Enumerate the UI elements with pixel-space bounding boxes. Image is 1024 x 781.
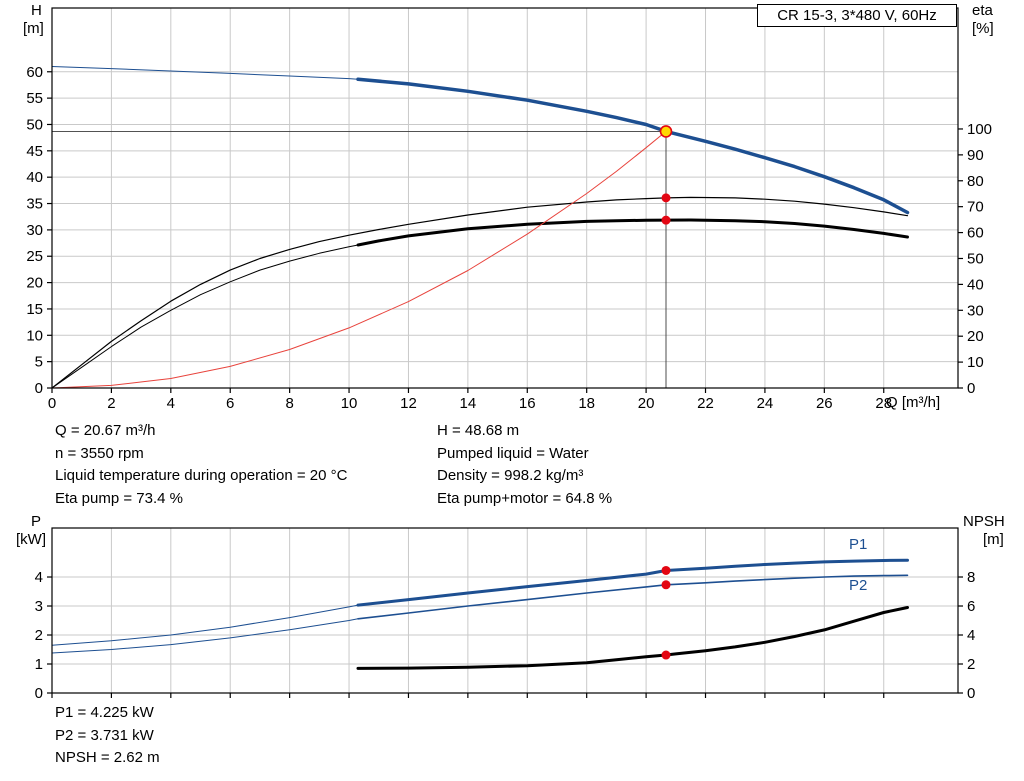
power-npsh-chart: 0 1 2 3 4 0 2 4 6 8 [35, 527, 975, 702]
h-axis-unit: [m] [23, 20, 44, 37]
tick-label: 5 [35, 354, 43, 371]
info-liquid: Pumped liquid = Water [437, 444, 589, 462]
info-temperature: Liquid temperature during operation = 20… [55, 467, 348, 484]
series-p2-extension [51, 618, 359, 654]
tick-label: 15 [26, 301, 43, 318]
series-eta-pump-motor-curve [356, 218, 909, 247]
tick-label: 60 [967, 225, 984, 242]
tick-label: 20 [26, 275, 43, 292]
tick-label: 28 [875, 395, 892, 412]
series-p2-curve [357, 574, 909, 620]
duty-point-marker [659, 125, 673, 138]
series-eta-pump-motor-extension [51, 244, 359, 389]
tick-label: 30 [967, 302, 984, 319]
tick-label: 8 [285, 395, 293, 412]
tick-label: 12 [400, 395, 417, 412]
info-p1: P1 = 4.225 kW [55, 704, 154, 721]
p-axis-unit: [kW] [16, 531, 46, 548]
duty-info-left-column: Q = 20.67 m³/h n = 3550 rpm Liquid tempe… [55, 420, 347, 510]
p1-curve-label: P1 [849, 536, 868, 553]
tick-label: 100 [967, 121, 992, 138]
info-speed: n = 3550 rpm [55, 444, 144, 462]
tick-label: 20 [638, 395, 655, 412]
tick-label: 4 [35, 569, 43, 586]
plot-frame [51, 7, 959, 389]
series-p1-extension [51, 604, 359, 646]
p-axis-symbol: P [31, 513, 42, 530]
tick-label: 2 [967, 656, 975, 673]
pump-model-label: CR 15-3, 3*480 V, 60Hz [757, 4, 957, 27]
tick-label: 10 [341, 395, 358, 412]
tick-label: 4 [967, 627, 975, 644]
tick-label: 2 [107, 395, 115, 412]
npsh-axis-unit: [m] [983, 531, 1004, 548]
tick-label: 18 [578, 395, 595, 412]
tick-label: 90 [967, 147, 984, 164]
series-p1-curve [356, 558, 909, 607]
tick-label: 1 [35, 656, 43, 673]
value-marker [661, 565, 671, 575]
tick-label: 6 [967, 598, 975, 615]
power-info-column: P1 = 4.225 kW P2 = 3.731 kW NPSH = 2.62 … [55, 702, 160, 770]
tick-label: 30 [26, 222, 43, 239]
tick-label: 80 [967, 173, 984, 190]
info-head: H = 48.68 m [437, 422, 520, 439]
tick-label: 16 [519, 395, 536, 412]
tick-label: 45 [26, 143, 43, 160]
eta-axis-unit: [%] [972, 20, 994, 37]
tick-label: 50 [967, 250, 984, 267]
tick-label: 0 [35, 685, 43, 702]
tick-label: 24 [757, 395, 774, 412]
tick-label: 8 [967, 569, 975, 586]
info-npsh: NPSH = 2.62 m [55, 749, 160, 766]
series-h-curve [356, 77, 910, 215]
q-axis-label: Q [m³/h] [886, 394, 941, 411]
tick-label: 0 [35, 380, 43, 397]
value-marker [661, 650, 671, 660]
tick-label: 10 [26, 327, 43, 344]
duty-info-right-column: H = 48.68 m Pumped liquid = Water Densit… [437, 420, 612, 510]
info-p2: P2 = 3.731 kW [55, 726, 154, 744]
tick-label: 50 [26, 116, 43, 133]
tick-label: 0 [967, 380, 975, 397]
tick-label: 6 [226, 395, 234, 412]
plot-frame [51, 527, 959, 694]
tick-label: 20 [967, 328, 984, 345]
tick-label: 0 [48, 395, 56, 412]
series-npsh-curve [356, 606, 909, 670]
tick-label: 25 [26, 248, 43, 265]
tick-label: 40 [967, 276, 984, 293]
tick-label: 14 [460, 395, 477, 412]
tick-label: 2 [35, 627, 43, 644]
eta-axis-symbol: eta [972, 2, 993, 19]
info-eta-pump: Eta pump = 73.4 % [55, 489, 183, 507]
series-h-curve-extension [51, 66, 359, 80]
info-eta-pump-motor: Eta pump+motor = 64.8 % [437, 489, 613, 507]
hq-eta-chart: 0510152025303540455055600102030405060708… [26, 7, 992, 412]
value-marker [661, 193, 671, 203]
h-axis-symbol: H [31, 2, 42, 19]
tick-label: 3 [35, 598, 43, 615]
tick-label: 60 [26, 64, 43, 81]
info-density: Density = 998.2 kg/m³ [437, 467, 584, 484]
value-marker [661, 580, 671, 590]
npsh-axis-symbol: NPSH [963, 513, 1005, 530]
series-eta-pump-curve [51, 196, 909, 389]
info-flow: Q = 20.67 m³/h [55, 422, 156, 439]
tick-label: 55 [26, 90, 43, 107]
p2-curve-label: P2 [849, 577, 868, 594]
tick-label: 35 [26, 196, 43, 213]
tick-label: 26 [816, 395, 833, 412]
series-system-curve [51, 130, 667, 389]
tick-label: 70 [967, 199, 984, 216]
tick-label: 22 [697, 395, 714, 412]
tick-label: 0 [967, 685, 975, 702]
tick-label: 10 [967, 354, 984, 371]
tick-label: 4 [167, 395, 175, 412]
value-marker [661, 215, 671, 225]
tick-label: 40 [26, 169, 43, 186]
